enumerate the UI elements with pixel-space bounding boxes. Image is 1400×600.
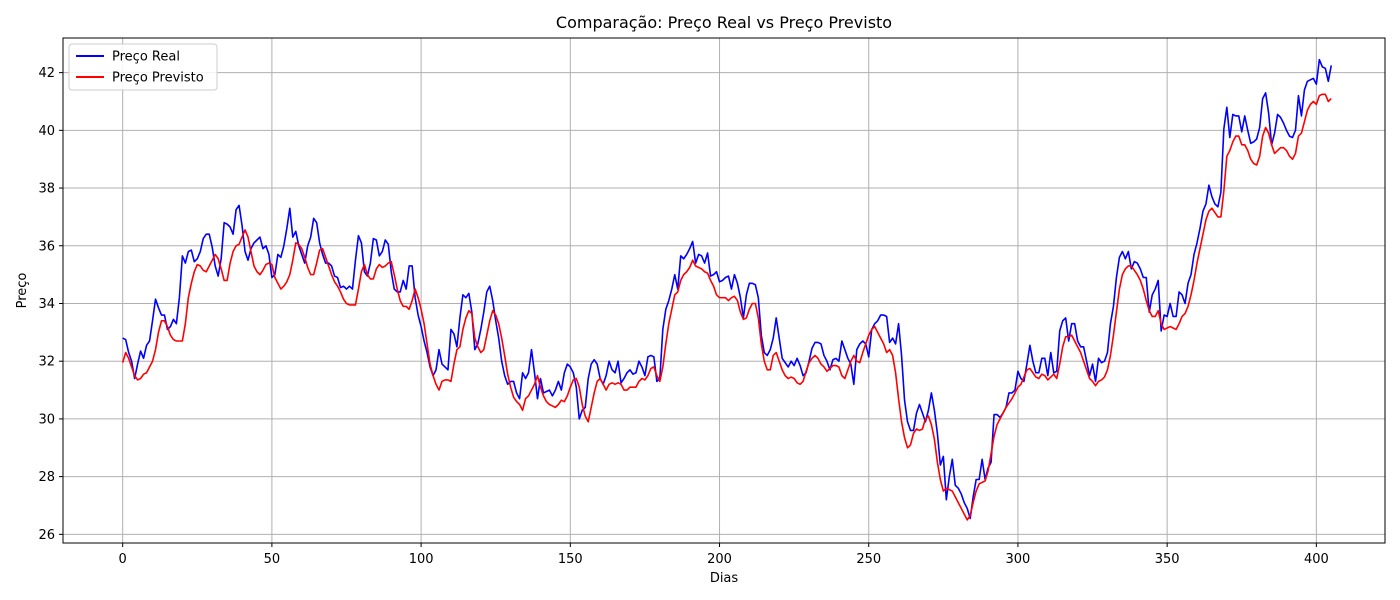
x-tick-label: 200	[707, 552, 732, 567]
y-tick-label: 40	[38, 124, 55, 139]
legend-label-preco-real: Preço Real	[112, 50, 180, 65]
x-tick-label: 50	[264, 552, 281, 567]
x-tick-label: 0	[119, 552, 127, 567]
legend: Preço Real Preço Previsto	[68, 43, 218, 91]
grid-lines	[63, 38, 1385, 543]
y-tick-label: 26	[38, 528, 55, 543]
series-layer	[121, 58, 1333, 521]
series-line-preco-real	[122, 58, 1333, 520]
legend-label-preco-previsto: Preço Previsto	[112, 71, 204, 86]
series-line-preco-previsto	[121, 93, 1332, 521]
y-tick-label: 32	[38, 355, 55, 370]
y-tick-label: 42	[38, 66, 55, 81]
chart-title: Comparação: Preço Real vs Preço Previsto	[556, 13, 892, 32]
legend-box	[68, 43, 218, 91]
y-axis-label: Preço	[15, 273, 30, 309]
x-axis-label: Dias	[710, 571, 739, 586]
y-tick-label: 34	[38, 297, 55, 312]
plot-frame	[62, 37, 1386, 544]
x-tick-label: 300	[1006, 552, 1031, 567]
y-axis: 26 28 30 32 34 36 38 40 42	[38, 66, 63, 543]
x-tick-label: 250	[856, 552, 881, 567]
y-tick-label: 28	[38, 470, 55, 485]
x-axis: 0 50 100 150 200 250 300 350 400	[119, 543, 1329, 567]
x-tick-label: 350	[1155, 552, 1180, 567]
x-tick-label: 100	[409, 552, 434, 567]
y-tick-label: 30	[38, 412, 55, 427]
x-tick-label: 150	[558, 552, 583, 567]
y-tick-label: 36	[38, 239, 55, 254]
x-tick-label: 400	[1304, 552, 1329, 567]
y-tick-label: 38	[38, 182, 55, 197]
